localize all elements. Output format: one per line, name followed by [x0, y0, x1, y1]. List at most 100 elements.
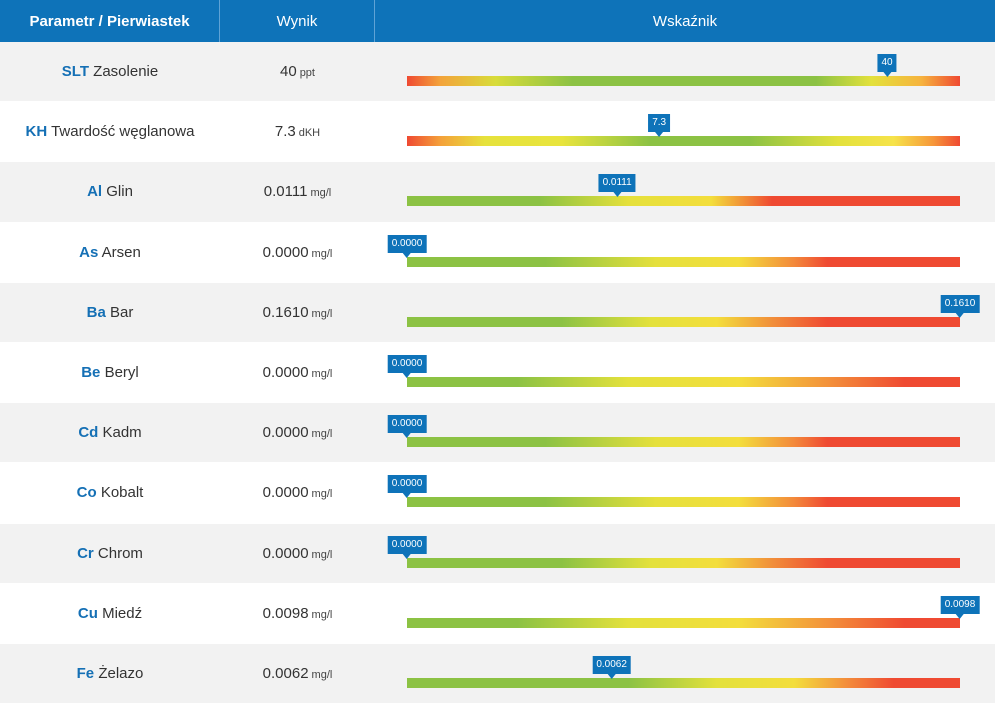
- parameter-name-cell: Fe Żelazo: [0, 665, 220, 682]
- table-row: Ba Bar 0.1610 mg/l 0.1610: [0, 282, 995, 343]
- result-value: 40: [280, 63, 297, 81]
- table-header: Parametr / Pierwiastek Wynik Wskaźnik: [0, 0, 995, 42]
- result-value: 7.3: [274, 123, 296, 141]
- indicator-marker: 0.0098: [940, 595, 980, 619]
- header-parameter[interactable]: Parametr / Pierwiastek: [0, 0, 220, 42]
- table-row: Cd Kadm 0.0000 mg/l 0.0000: [0, 403, 995, 464]
- parameter-name-cell: Cu Miedź: [0, 605, 220, 622]
- indicator-gradient-bar: [407, 196, 960, 207]
- table-row: Cu Miedź 0.0098 mg/l 0.0098: [0, 583, 995, 644]
- result-value: 0.0000: [262, 364, 309, 382]
- indicator-marker: 0.0000: [387, 475, 427, 499]
- result-value: 0.0000: [262, 484, 309, 502]
- indicator-cell: 40: [375, 42, 995, 101]
- header-result[interactable]: Wynik: [220, 0, 375, 42]
- indicator-gradient-bar: [407, 677, 960, 688]
- result-unit: mg/l: [311, 608, 333, 621]
- result-cell: 0.0000 mg/l: [220, 364, 375, 381]
- element-symbol: SLT: [61, 63, 89, 81]
- indicator-gradient-bar: [407, 76, 960, 86]
- parameter-name-cell: Be Beryl: [0, 364, 220, 381]
- indicator-marker: 0.0062: [592, 655, 631, 679]
- result-value: 0.0000: [262, 544, 309, 562]
- table-row: Al Glin 0.0111 mg/l 0.0111: [0, 162, 995, 223]
- result-unit: mg/l: [311, 428, 333, 441]
- result-unit: mg/l: [311, 548, 333, 561]
- indicator-cell: 0.0062: [375, 644, 995, 703]
- header-indicator[interactable]: Wskaźnik: [652, 12, 718, 30]
- indicator-marker: 0.0111: [598, 174, 636, 198]
- element-name: Glin: [106, 183, 133, 201]
- indicator-gradient-bar: [407, 376, 960, 387]
- element-name: Chrom: [97, 544, 143, 562]
- element-name: Twardość węglanowa: [51, 123, 195, 141]
- element-symbol: Ba: [86, 303, 106, 321]
- result-cell: 0.1610 mg/l: [220, 304, 375, 321]
- parameter-name-cell: Co Kobalt: [0, 484, 220, 501]
- parameter-name-cell: As Arsen: [0, 244, 220, 261]
- element-name: Miedź: [102, 604, 143, 622]
- indicator-cell: 0.0098: [375, 584, 995, 643]
- parameter-name-cell: Cd Kadm: [0, 424, 220, 441]
- indicator-marker: 0.0000: [387, 415, 427, 439]
- parameter-name-cell: Ba Bar: [0, 304, 220, 321]
- element-symbol: Cu: [77, 604, 98, 622]
- result-value: 0.0111: [263, 183, 308, 201]
- parameter-name-cell: Al Glin: [0, 183, 220, 200]
- result-unit: mg/l: [311, 307, 333, 320]
- table-row: KH Twardość węglanowa 7.3 dKH 7.3: [0, 102, 995, 163]
- indicator-cell: 0.0000: [375, 524, 995, 583]
- indicator-marker: 0.0000: [387, 535, 427, 559]
- result-unit: mg/l: [311, 368, 333, 381]
- result-value: 0.0000: [262, 424, 309, 442]
- indicator-marker: 40: [877, 54, 897, 77]
- table-row: SLT Zasolenie 40 ppt 40: [0, 42, 995, 103]
- element-symbol: Cr: [77, 544, 94, 562]
- element-symbol: Be: [81, 364, 101, 382]
- result-unit: mg/l: [310, 187, 332, 200]
- indicator-marker: 0.0000: [387, 234, 427, 258]
- indicator-cell: 7.3: [375, 102, 995, 161]
- indicator-gradient-bar: [407, 617, 960, 628]
- element-name: Żelazo: [98, 664, 144, 682]
- result-unit: mg/l: [311, 668, 333, 681]
- element-name: Kadm: [102, 424, 142, 442]
- element-name: Zasolenie: [93, 63, 159, 81]
- indicator-gradient-bar: [407, 497, 960, 508]
- element-symbol: As: [79, 243, 99, 261]
- result-cell: 0.0000 mg/l: [220, 484, 375, 501]
- result-unit: mg/l: [311, 247, 333, 260]
- indicator-gradient-bar: [407, 316, 960, 327]
- result-cell: 0.0000 mg/l: [220, 424, 375, 441]
- indicator-cell: 0.0000: [375, 343, 995, 402]
- result-cell: 0.0000 mg/l: [220, 244, 375, 261]
- element-name: Bar: [110, 303, 134, 321]
- result-cell: 40 ppt: [220, 63, 375, 80]
- result-unit: dKH: [298, 127, 321, 140]
- result-cell: 0.0098 mg/l: [220, 605, 375, 622]
- parameter-name-cell: SLT Zasolenie: [0, 63, 220, 80]
- element-symbol: Fe: [76, 664, 95, 682]
- indicator-cell: 0.0111: [375, 162, 995, 221]
- indicator-gradient-bar: [407, 557, 960, 568]
- result-value: 0.0000: [262, 243, 309, 261]
- result-cell: 0.0111 mg/l: [220, 183, 375, 200]
- element-name: Arsen: [101, 243, 141, 261]
- indicator-gradient-bar: [407, 256, 960, 267]
- table-row: Cr Chrom 0.0000 mg/l 0.0000: [0, 523, 995, 584]
- indicator-marker: 0.1610: [940, 294, 980, 318]
- parameter-name-cell: KH Twardość węglanowa: [0, 123, 220, 140]
- indicator-marker: 7.3: [648, 114, 671, 138]
- element-name: Kobalt: [100, 484, 144, 502]
- element-symbol: Co: [76, 484, 97, 502]
- result-cell: 0.0062 mg/l: [220, 665, 375, 682]
- table-row: Co Kobalt 0.0000 mg/l 0.0000: [0, 463, 995, 524]
- result-cell: 7.3 dKH: [220, 123, 375, 140]
- element-symbol: KH: [25, 123, 48, 141]
- indicator-cell: 0.1610: [375, 283, 995, 342]
- indicator-gradient-bar: [407, 136, 960, 147]
- indicator-gradient-bar: [407, 437, 960, 448]
- result-unit: ppt: [299, 67, 315, 80]
- indicator-cell: 0.0000: [375, 463, 995, 522]
- table-row: As Arsen 0.0000 mg/l 0.0000: [0, 222, 995, 283]
